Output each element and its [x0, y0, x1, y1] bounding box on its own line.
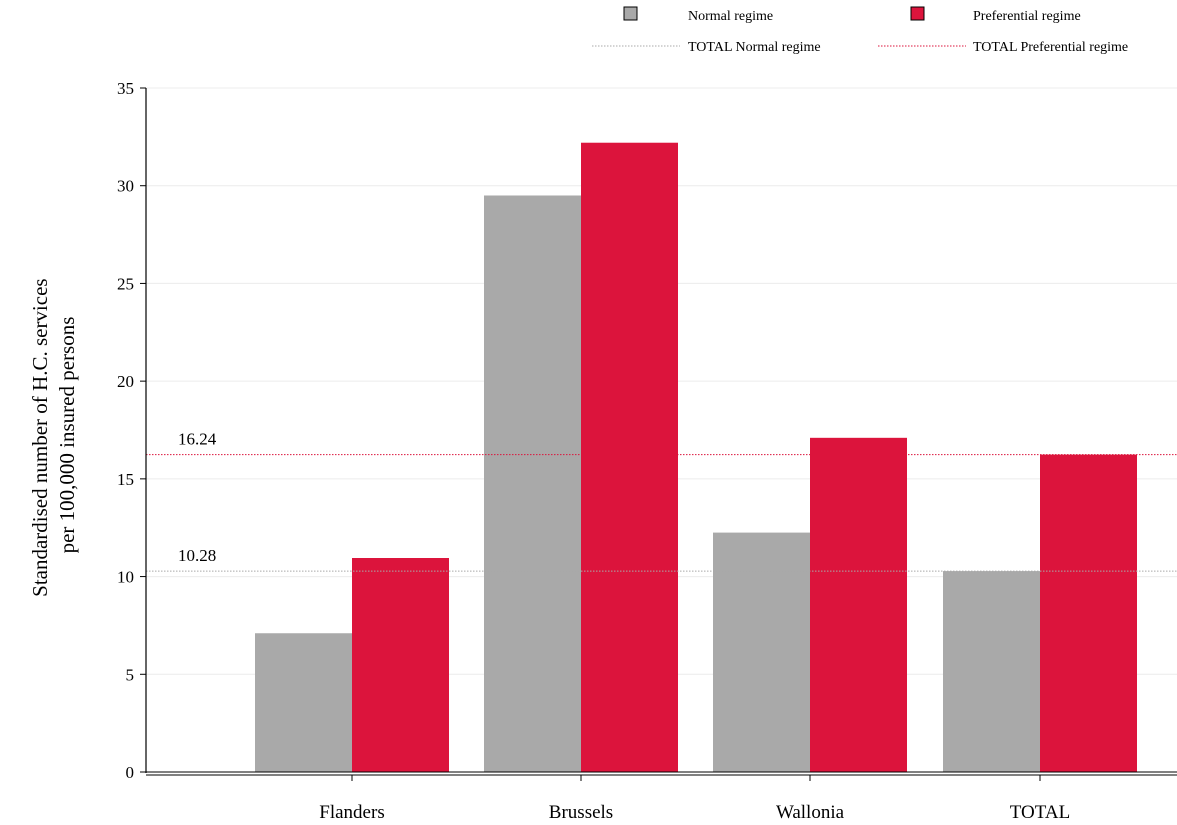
bar-brussels-series-2	[581, 142, 678, 773]
y-axis-title-line-1: Standardised number of H.C. services	[28, 278, 52, 596]
reference-line-label-1: 10.28	[178, 546, 216, 565]
reference-line-label-2: 16.24	[178, 430, 217, 449]
bar-wallonia-series-1	[713, 532, 810, 772]
reference-lines: 10.28 16.24	[146, 430, 1177, 572]
bar-total-series-1	[943, 571, 1040, 772]
y-tick-label: 10	[117, 568, 134, 587]
y-tick-label: 35	[117, 79, 134, 98]
bar-total-series-2	[1040, 454, 1137, 772]
y-tick-label: 20	[117, 372, 134, 391]
legend-label-total-normal: TOTAL Normal regime	[688, 40, 821, 55]
y-axis-title: Standardised number of H.C. services per…	[28, 273, 79, 597]
legend-label-preferential: Preferential regime	[973, 9, 1081, 24]
y-tick-label: 25	[117, 274, 134, 293]
y-axis: 0 5 10 15 20 25 30 35	[117, 79, 147, 782]
y-tick-label: 30	[117, 177, 134, 196]
legend-swatch-preferential	[910, 6, 925, 21]
x-tick-label-total: TOTAL	[1010, 802, 1070, 823]
x-tick-label-brussels: Brussels	[549, 802, 613, 823]
y-tick-label: 0	[126, 763, 135, 782]
x-tick-label-flanders: Flanders	[319, 802, 384, 823]
bar-brussels-series-1	[484, 195, 581, 772]
legend-swatch-normal	[623, 6, 638, 21]
y-tick-label: 15	[117, 470, 134, 489]
x-tick-label-wallonia: Wallonia	[776, 802, 845, 823]
legend-label-total-preferential: TOTAL Preferential regime	[973, 40, 1128, 55]
legend-label-normal: Normal regime	[688, 9, 773, 24]
y-tick-label: 5	[126, 665, 135, 684]
bar-wallonia-series-2	[810, 437, 907, 772]
bar-flanders-series-2	[352, 558, 449, 772]
legend: Normal regime Preferential regime TOTAL …	[592, 6, 1128, 55]
x-axis: Flanders Brussels Wallonia TOTAL	[146, 771, 1177, 823]
bar-flanders-series-1	[255, 633, 352, 772]
y-axis-title-line-2: per 100,000 insured persons	[55, 317, 79, 554]
bars	[255, 142, 1137, 773]
